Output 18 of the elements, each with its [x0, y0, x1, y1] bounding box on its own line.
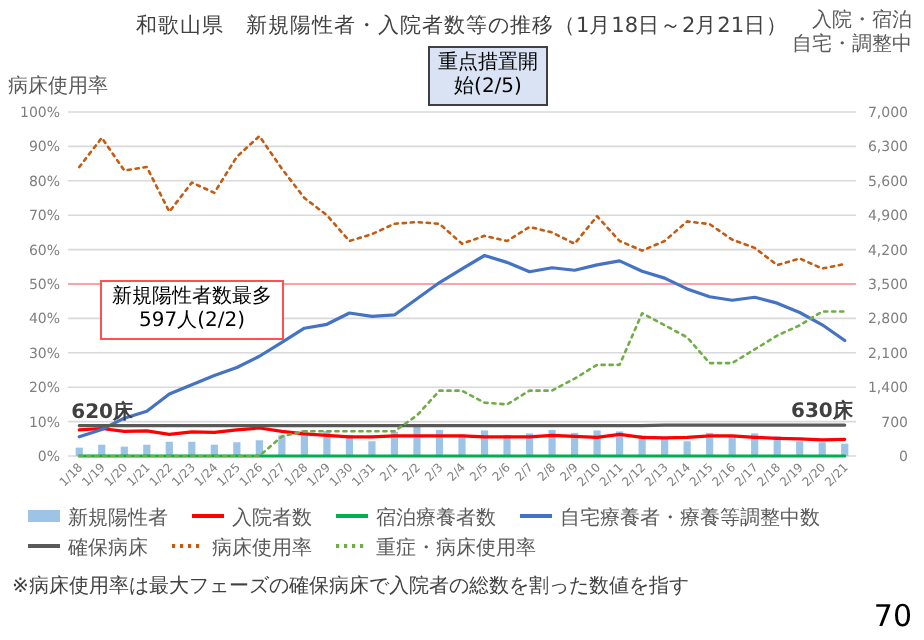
legend-label: 確保病床: [66, 536, 148, 560]
text: ※病床使用率は最大フェーズの確保病床で入院者の総数を割った数値を指す: [12, 574, 689, 598]
data-label: 620床: [71, 399, 136, 424]
legend-label: 重症・病床使用率: [376, 536, 536, 560]
text: 自宅・調整中: [792, 32, 912, 56]
legend-label: 病床使用率: [212, 536, 312, 560]
y2-axis-title: 入院・宿泊: [812, 8, 912, 32]
text: 70: [873, 598, 912, 634]
annotation: 新規陽性者数最多597人(2/2): [100, 280, 284, 340]
text: 重点措置開始(2/5): [428, 46, 548, 106]
legend-label: 新規陽性者: [68, 506, 168, 530]
legend-label: 宿泊療養者数: [376, 506, 496, 530]
legend-label: 自宅療養者・療養等調整中数: [560, 506, 820, 530]
chart-title: 和歌山県 新規陽性者・入院者数等の推移（1月18日～2月21日）: [135, 12, 789, 38]
line-series: [77, 134, 847, 270]
legend-label: 入院者数: [232, 506, 312, 530]
data-label: 630床: [790, 399, 855, 424]
y-axis-title: 病床使用率: [8, 74, 108, 98]
